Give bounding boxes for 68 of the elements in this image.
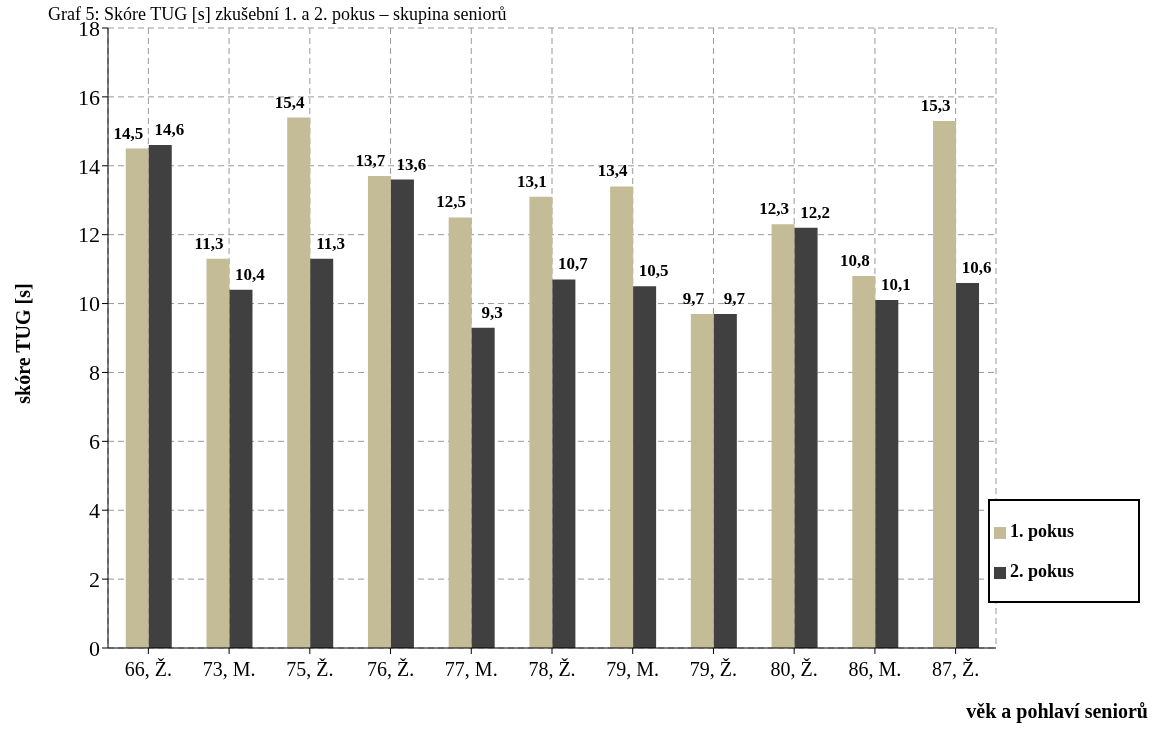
bar [148,145,172,648]
y-tick-label: 16 [78,84,100,110]
bar [367,176,391,648]
data-label: 11,3 [316,233,346,253]
bar [933,121,957,648]
data-label: 10,8 [839,251,870,270]
data-label: 13,7 [355,151,386,171]
bar [390,179,414,648]
data-label: 9,7 [682,288,705,308]
data-label: 13,4 [597,161,628,181]
y-tick-label: 12 [78,222,100,248]
y-axis-title: skóre TUG [s] [11,282,35,404]
bar [552,279,576,648]
data-label: 9,7 [723,288,746,308]
bar [206,258,230,648]
y-tick-label: 0 [89,635,100,661]
data-label: 12,5 [436,192,467,212]
data-label: 10,1 [880,275,911,295]
y-tick-label: 2 [89,566,100,592]
bar [471,327,495,648]
data-label: 12,3 [759,199,789,219]
bar [875,300,899,648]
bar [690,313,714,648]
bar [956,282,980,648]
legend-label: 2. pokus [1010,561,1075,581]
data-label: 10,6 [961,257,992,277]
data-label: 10,7 [558,254,589,274]
bar [310,258,334,648]
x-tick-label: 66, Ž. [124,658,172,681]
x-tick-label: 78, Ž. [528,658,576,681]
bar [287,117,311,648]
x-tick-label: 79, Ž. [689,658,738,681]
bar [448,217,472,648]
y-tick-label: 4 [89,498,100,524]
bar [633,286,657,648]
data-label: 15,4 [274,92,306,112]
x-tick-label: 79, M. [606,658,660,681]
data-label: 9,3 [481,302,503,322]
x-tick-label: 75, Ž. [286,658,334,681]
bar [713,313,737,648]
bar [771,224,795,648]
bar [610,186,634,648]
data-label: 10,4 [235,264,266,284]
x-tick-label: 86, M. [848,658,902,681]
bar [794,227,818,648]
data-label: 14,5 [113,123,144,143]
data-label: 11,3 [194,233,224,253]
x-tick-label: 76, Ž. [366,658,415,681]
bar [229,289,253,648]
y-tick-label: 14 [78,153,100,179]
legend-label: 1. pokus [1010,521,1075,541]
y-tick-label: 10 [78,291,100,317]
data-label: 12,2 [800,202,830,222]
x-tick-label: 73, M. [202,658,256,681]
data-label: 14,6 [154,120,185,140]
data-label: 13,1 [517,171,547,191]
x-tick-label: 87, Ž. [932,658,980,681]
bar [529,196,553,648]
x-tick-label: 77, M. [444,658,498,681]
y-tick-label: 8 [89,360,100,386]
data-label: 15,3 [920,96,951,115]
x-axis-title: věk a pohlaví seniorů [966,700,1148,723]
bar [852,276,876,648]
data-label: 13,6 [396,154,427,174]
data-label: 10,5 [638,261,669,281]
bar [125,148,149,648]
x-tick-label: 80, Ž. [770,658,818,681]
y-tick-label: 6 [89,429,100,455]
